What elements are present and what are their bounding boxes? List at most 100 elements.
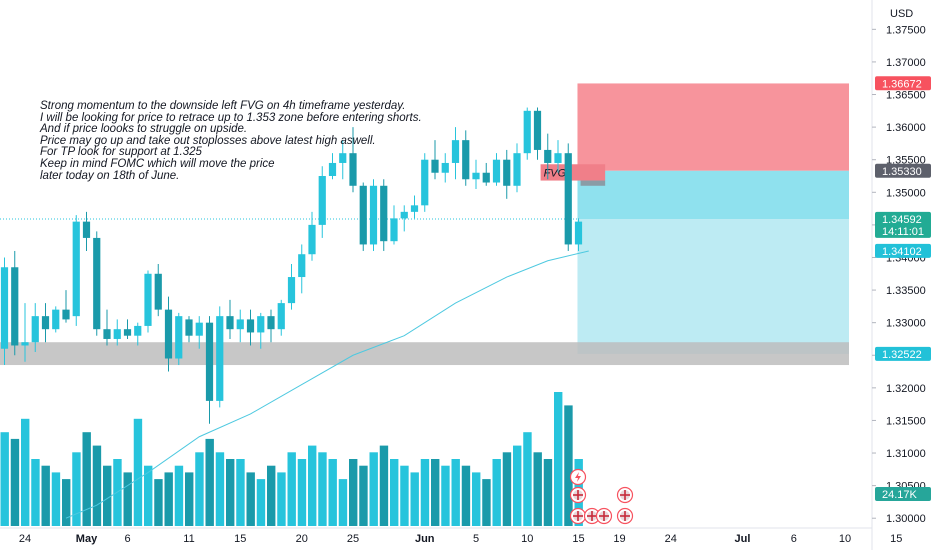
volume-bar xyxy=(41,465,50,526)
moving-average-line xyxy=(65,250,589,519)
event-flag-us xyxy=(569,507,587,525)
volume-bar xyxy=(174,465,184,526)
note-line: For TP look for support at 1.325 xyxy=(40,146,202,159)
candle-body xyxy=(298,254,306,278)
volume-value-label: 24.17K xyxy=(875,487,931,501)
candle xyxy=(205,316,214,424)
volume-value-text: 24.17K xyxy=(882,489,918,501)
candle-body xyxy=(544,149,552,163)
candle xyxy=(82,211,91,251)
candle xyxy=(257,312,265,349)
price-tick-label: 1.35000 xyxy=(886,187,926,199)
volume-bar xyxy=(164,472,173,526)
price-label-text: 1.34592 xyxy=(882,214,922,226)
volume-bar xyxy=(287,452,296,526)
volume-bar xyxy=(62,479,71,526)
volume-bar xyxy=(564,405,573,526)
candle-body xyxy=(308,224,316,255)
candle xyxy=(492,153,501,186)
ma-layer xyxy=(65,250,589,519)
volume-bar xyxy=(369,452,378,526)
event-flag-uk xyxy=(616,486,634,504)
volume-bar xyxy=(400,465,409,526)
volume-bar xyxy=(205,438,214,526)
candle xyxy=(410,195,419,219)
candle xyxy=(339,140,347,180)
candle-body xyxy=(462,140,470,180)
candle xyxy=(431,140,439,180)
candle xyxy=(216,306,224,408)
stop-loss-zone xyxy=(577,83,849,171)
volume-bar xyxy=(82,432,91,526)
candle xyxy=(0,257,9,366)
candle xyxy=(134,322,142,346)
candle xyxy=(62,290,70,323)
time-tick-label: May xyxy=(76,533,98,545)
volume-bar xyxy=(482,479,491,526)
candle-body xyxy=(503,159,511,186)
volume-bar xyxy=(215,452,225,526)
candle-body xyxy=(554,153,562,163)
volume-bar xyxy=(349,459,358,526)
candle-body xyxy=(175,316,183,359)
time-tick-label: Jul xyxy=(735,533,751,545)
volume-bar xyxy=(72,452,81,526)
candle xyxy=(267,309,275,343)
candle xyxy=(236,309,244,343)
price-label-text: 1.36672 xyxy=(882,78,922,90)
candle-body xyxy=(72,221,80,317)
candle-body xyxy=(82,221,91,238)
candle-body xyxy=(144,273,152,326)
candle xyxy=(421,153,429,212)
candle-body xyxy=(451,140,460,163)
candle-body xyxy=(523,110,531,154)
volume-bar xyxy=(31,459,40,526)
candle-body xyxy=(513,153,521,186)
note-line: later today on 18th of June. xyxy=(40,169,180,182)
candle-body xyxy=(0,267,9,349)
candle xyxy=(503,149,511,199)
price-tick-label: 1.31500 xyxy=(886,415,926,427)
candle xyxy=(482,162,490,186)
time-tick-label: 5 xyxy=(473,533,479,545)
candle-body xyxy=(277,303,285,330)
volume-bar xyxy=(420,459,430,526)
note-line: Keep in mind FOMC which will move the pr… xyxy=(40,157,275,170)
candle xyxy=(298,244,306,294)
candle-body xyxy=(226,316,234,330)
candle-body xyxy=(431,159,439,173)
volume-bar xyxy=(451,459,460,526)
candle-body xyxy=(369,185,378,245)
candle-body xyxy=(216,316,224,401)
candle xyxy=(72,215,80,326)
candle xyxy=(308,211,316,261)
volume-bar xyxy=(461,465,471,526)
candle xyxy=(328,153,337,180)
time-tick-label: 11 xyxy=(183,533,194,545)
time-tick-label: 25 xyxy=(347,533,359,545)
candle xyxy=(554,140,562,173)
candle-body xyxy=(21,342,29,346)
fvg-label: FVG xyxy=(544,168,567,180)
volume-bar xyxy=(267,465,276,526)
note-line: I will be looking for price to retrace u… xyxy=(40,111,422,124)
volume-bar xyxy=(502,452,512,526)
volume-bar xyxy=(226,459,235,526)
candle-body xyxy=(123,329,132,336)
candle-body xyxy=(574,221,583,245)
volume-bar xyxy=(246,472,255,526)
volume-bar xyxy=(472,472,481,526)
candle xyxy=(380,179,388,251)
volume-bar xyxy=(10,438,20,526)
candle-body xyxy=(472,172,480,180)
price-label: 1.34102 xyxy=(875,243,931,258)
volume-bar xyxy=(318,452,327,526)
candle xyxy=(513,143,521,193)
candle-body xyxy=(533,110,542,150)
support-zone xyxy=(0,342,849,366)
volume-bar xyxy=(21,418,30,526)
